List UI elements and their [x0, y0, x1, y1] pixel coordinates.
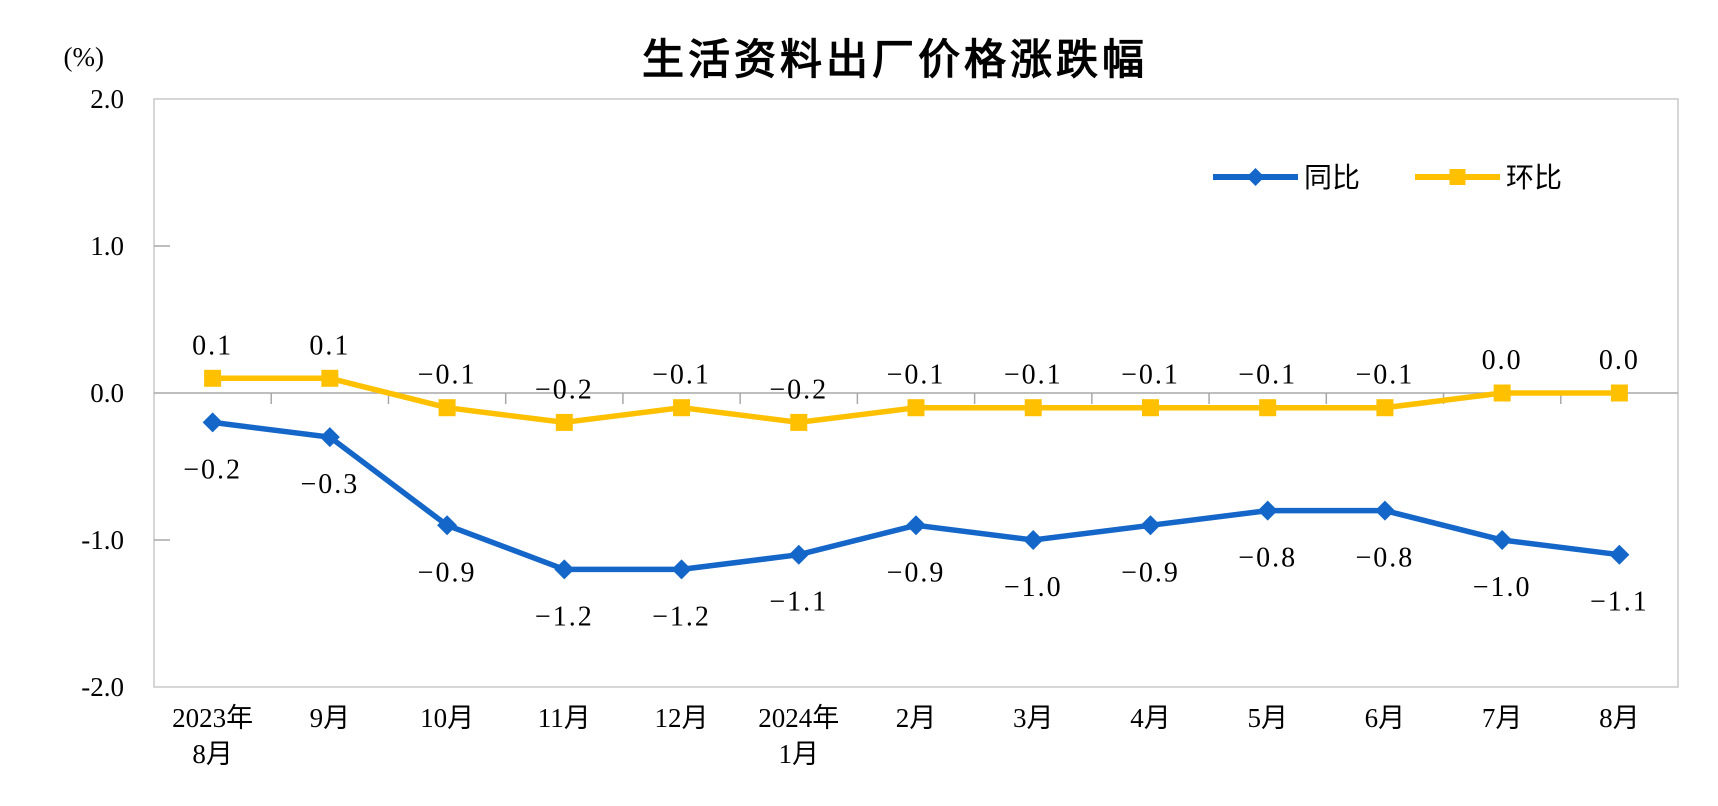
marker-square	[321, 369, 339, 387]
marker-diamond	[437, 515, 458, 536]
marker-square	[1141, 399, 1159, 417]
marker-diamond	[906, 515, 926, 536]
legend-label-环比: 环比	[1506, 162, 1562, 193]
data-label-同比: −0.8	[1238, 543, 1297, 574]
marker-square	[1024, 399, 1042, 417]
marker-diamond	[1374, 500, 1395, 521]
data-label-同比: −0.9	[418, 557, 477, 588]
marker-diamond	[202, 412, 223, 433]
x-tick-label: 2023年	[172, 703, 253, 733]
y-tick-label: 2.0	[90, 84, 124, 114]
data-label-环比: −0.1	[652, 360, 711, 391]
data-label-环比: 0.0	[1599, 345, 1640, 376]
x-tick-label: 10月	[420, 703, 474, 733]
x-tick-label: 2024年	[758, 703, 839, 733]
marker-diamond	[1609, 544, 1630, 565]
data-label-环比: −0.2	[769, 374, 828, 405]
data-label-环比: −0.1	[1121, 360, 1180, 391]
x-tick-label: 2月	[896, 703, 937, 733]
plot-area: 2.0 1.0 0.0 -1.0 -2.0 2023年 8月 9月 10月 11月 12月 2024年…	[81, 84, 1679, 769]
marker-square	[790, 413, 808, 431]
y-tick-label: -2.0	[81, 672, 124, 702]
marker-diamond	[554, 559, 575, 580]
x-tick-label: 6月	[1365, 703, 1406, 733]
marker-diamond	[788, 544, 809, 565]
x-tick-label: 8月	[192, 739, 233, 769]
x-tick-label: 12月	[655, 703, 709, 733]
data-label-环比: 0.1	[309, 330, 350, 361]
y-tick-label: 0.0	[90, 378, 124, 408]
y-axis-unit-label: (%)	[64, 42, 104, 72]
marker-square	[1493, 384, 1511, 402]
marker-square	[1376, 399, 1394, 417]
marker-diamond	[671, 559, 692, 580]
data-label-同比: −1.2	[535, 601, 594, 632]
data-label-同比: −1.0	[1473, 572, 1532, 603]
marker-square	[204, 369, 222, 387]
marker-diamond	[1023, 530, 1044, 550]
x-tick-label: 4月	[1130, 703, 1171, 733]
marker-square	[1610, 384, 1628, 402]
data-label-环比: −0.1	[1238, 360, 1297, 391]
chart-title: 生活资料出厂价格涨跌幅	[642, 36, 1148, 83]
data-label-同比: −1.0	[1004, 572, 1063, 603]
marker-square	[907, 399, 925, 417]
data-label-环比: −0.1	[1356, 360, 1415, 391]
legend-marker-diamond	[1246, 168, 1265, 186]
data-label-同比: −0.3	[300, 469, 359, 500]
data-label-同比: −0.2	[183, 454, 242, 485]
y-tick-label: -1.0	[81, 525, 124, 555]
marker-square	[555, 413, 573, 431]
x-tick-label: 11月	[538, 703, 591, 733]
x-tick-label: 7月	[1482, 703, 1523, 733]
marker-diamond	[319, 427, 340, 448]
x-tick-label: 9月	[310, 703, 351, 733]
data-label-环比: 0.0	[1482, 345, 1523, 376]
x-tick-label: 5月	[1247, 703, 1288, 733]
marker-diamond	[1492, 530, 1513, 550]
x-tick-label: 3月	[1013, 703, 1054, 733]
marker-diamond	[1257, 500, 1278, 521]
y-tick-label: 1.0	[90, 231, 124, 261]
marker-square	[673, 399, 691, 417]
data-label-环比: 0.1	[192, 330, 233, 361]
marker-square	[438, 399, 456, 417]
marker-square	[1259, 399, 1277, 417]
data-label-同比: −1.1	[769, 587, 828, 618]
data-label-环比: −0.1	[887, 360, 946, 391]
x-tick-label: 1月	[779, 739, 820, 769]
legend-marker-square	[1449, 169, 1466, 185]
data-label-同比: −0.9	[1121, 557, 1180, 588]
data-label-环比: −0.2	[535, 374, 594, 405]
data-label-环比: −0.1	[1004, 360, 1063, 391]
data-label-环比: −0.1	[418, 360, 477, 391]
legend-label-同比: 同比	[1304, 162, 1360, 193]
data-label-同比: −1.1	[1590, 587, 1649, 618]
data-label-同比: −0.8	[1356, 543, 1415, 574]
data-label-同比: −0.9	[887, 557, 946, 588]
data-label-同比: −1.2	[652, 601, 711, 632]
marker-diamond	[1140, 515, 1161, 536]
x-tick-label: 8月	[1599, 703, 1640, 733]
